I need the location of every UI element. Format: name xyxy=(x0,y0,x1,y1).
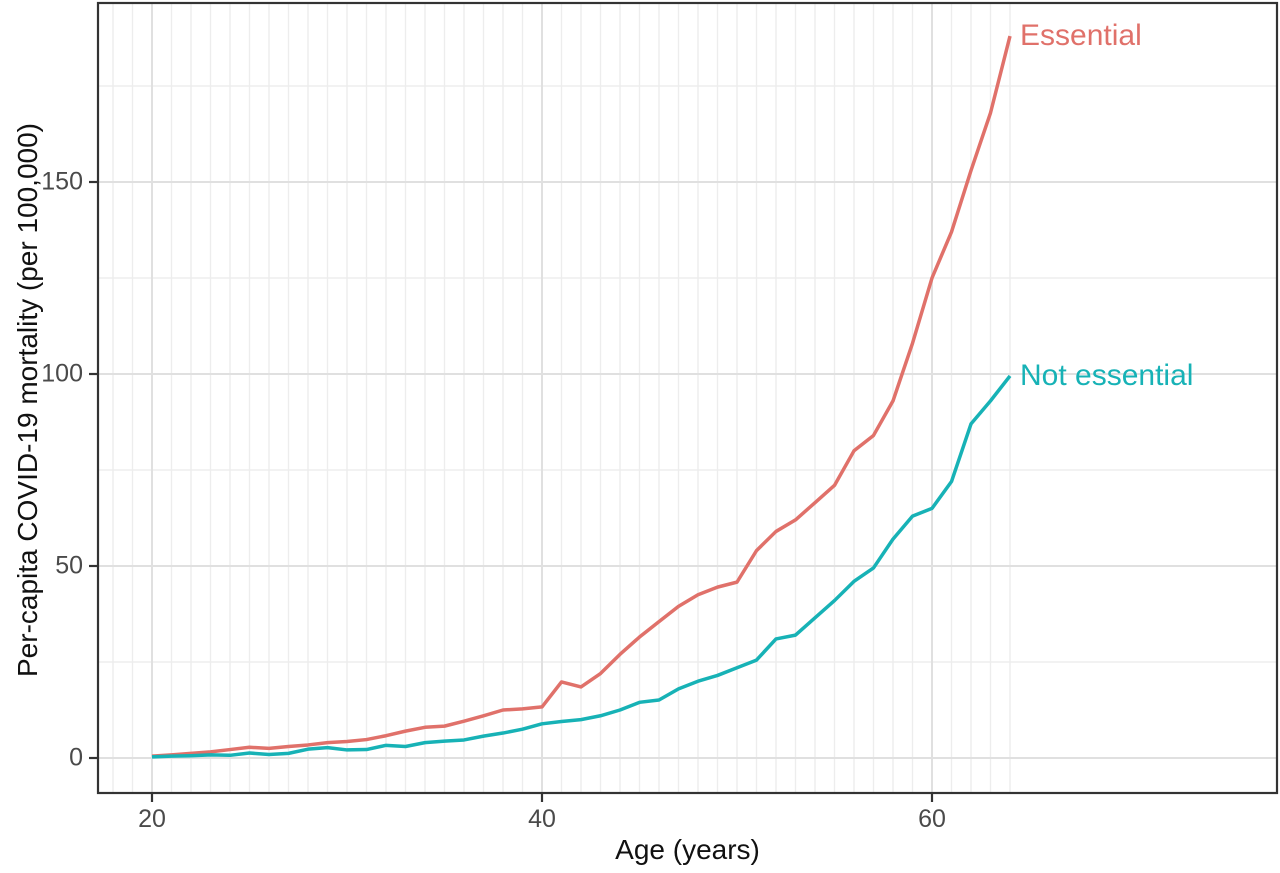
panel-border xyxy=(96,1,1279,795)
y-axis-title: Per-capita COVID-19 mortality (per 100,0… xyxy=(12,123,43,677)
y-tick-label-0: 0 xyxy=(69,743,83,772)
essential-series-label: Essential xyxy=(1020,19,1142,53)
y-tick-label-150: 150 xyxy=(41,167,83,196)
not-essential-series-label: Not essential xyxy=(1020,358,1194,392)
essential-line xyxy=(151,35,1012,758)
x-tick-label-40: 40 xyxy=(528,805,556,833)
not-essential-line xyxy=(151,374,1012,759)
gridlines-minor xyxy=(98,3,1277,793)
y-tick-label-50: 50 xyxy=(55,551,83,580)
x-tick-label-60: 60 xyxy=(918,805,946,833)
x-tick-label-20: 20 xyxy=(138,805,166,833)
x-axis-title: Age (years) xyxy=(615,834,760,865)
axis-tick-marks xyxy=(89,180,934,802)
gridlines-major xyxy=(98,3,1277,793)
y-tick-label-100: 100 xyxy=(41,359,83,388)
